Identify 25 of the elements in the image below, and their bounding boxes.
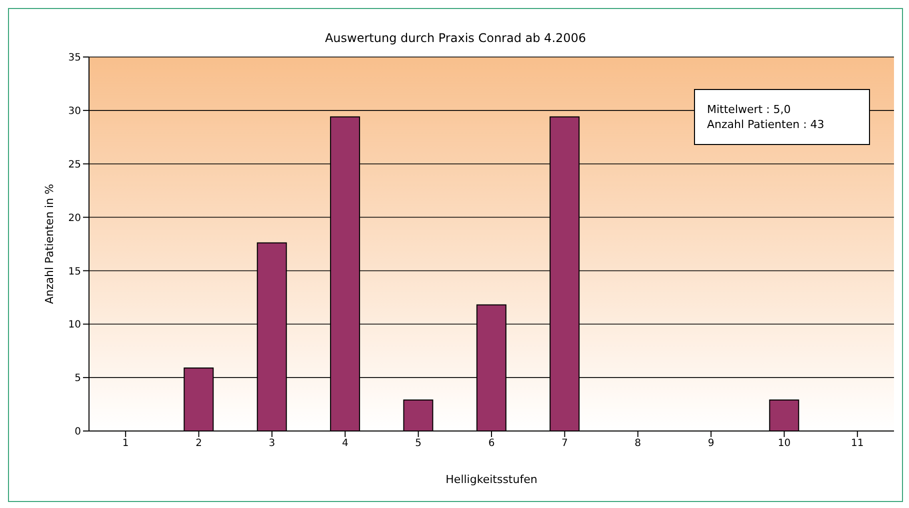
y-axis-title: Anzahl Patienten in % [42, 184, 56, 304]
y-tick-label: 10 [68, 320, 81, 331]
x-tick-label: 7 [561, 438, 568, 450]
y-tick-label: 5 [74, 373, 81, 384]
y-tick-label: 20 [68, 212, 81, 224]
y-tick-label: 0 [74, 426, 81, 438]
x-tick-label: 11 [851, 438, 864, 450]
annotation: Mittelwert : 5,0 [707, 102, 792, 117]
x-tick-label: 9 [708, 438, 714, 450]
y-tick-label: 25 [68, 159, 81, 170]
x-tick-label: 1 [122, 438, 129, 450]
annotation: Anzahl Patienten : 43 [707, 117, 826, 132]
x-tick-label: 6 [488, 438, 495, 450]
x-tick-label: 8 [634, 438, 642, 450]
y-tick-label: 15 [68, 266, 81, 278]
y-tick-label: 30 [68, 106, 81, 117]
x-tick-label: 5 [415, 438, 422, 450]
y-tick-label: 35 [68, 52, 81, 64]
x-tick-label: 10 [778, 438, 791, 450]
x-tick-label: 4 [342, 438, 348, 450]
x-tick-label: 3 [268, 438, 276, 450]
note-box: Mittelwert : 5,0 Anzahl Patienten : 43 [694, 89, 870, 145]
x-axis-title: Helligkeitsstufen [446, 473, 538, 486]
chart-title: Auswertung durch Praxis Conrad ab 4.2006 [324, 31, 588, 45]
x-tick-label: 2 [196, 438, 202, 450]
